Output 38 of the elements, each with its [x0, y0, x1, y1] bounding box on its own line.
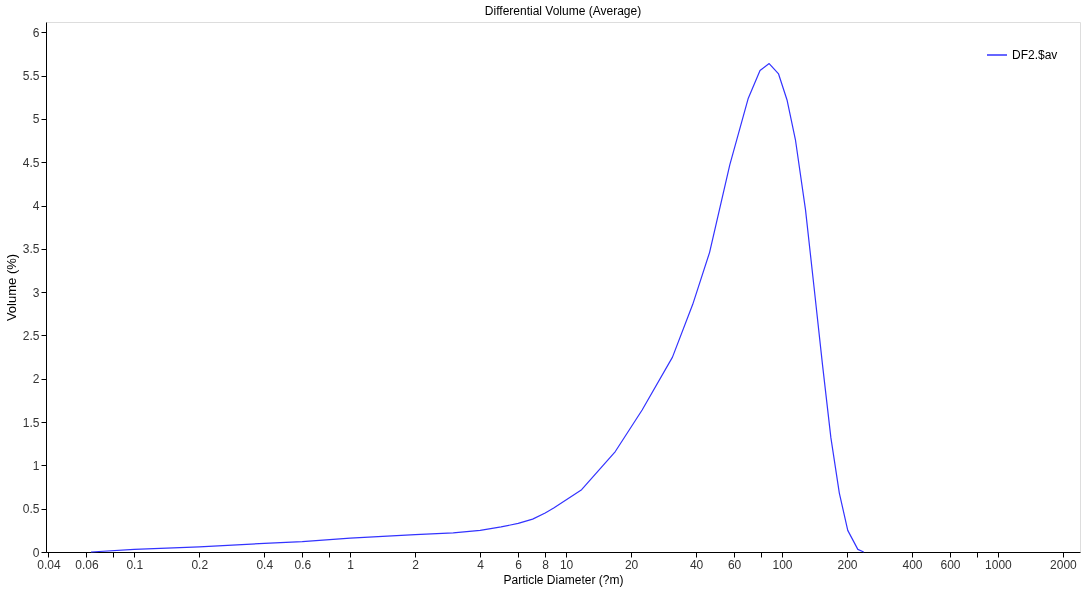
y-tick-label: 4	[32, 199, 40, 214]
x-tick-label: 0.2	[191, 557, 209, 572]
x-tick-label: 600	[940, 557, 961, 572]
x-tick-label: 0.6	[294, 557, 312, 572]
x-tick-label: 40	[689, 557, 704, 572]
y-tick-label: 0.5	[22, 502, 40, 517]
x-tick-label: 20	[624, 557, 639, 572]
x-tick-label: 10	[559, 557, 574, 572]
x-tick-label: 400	[902, 557, 923, 572]
y-tick-label: 6	[32, 25, 40, 40]
x-tick-label: 6	[515, 557, 523, 572]
x-tick-label: 0.04	[37, 557, 61, 572]
x-tick-label: 0.1	[126, 557, 144, 572]
chart-title: Differential Volume (Average)	[484, 4, 642, 18]
x-tick-label: 2	[412, 557, 420, 572]
y-tick-label: 2.5	[22, 329, 40, 343]
x-tick-label: 1	[347, 557, 355, 572]
x-axis-title: Particle Diameter (?m)	[503, 572, 624, 587]
x-tick-label: 8	[542, 557, 550, 572]
y-tick-label: 5	[32, 112, 40, 127]
x-tick-label: 0.06	[75, 557, 99, 572]
y-tick-label: 3	[32, 285, 40, 300]
x-tick-label: 200	[837, 557, 858, 572]
x-tick-label: 100	[772, 557, 793, 572]
x-tick-label: 2000	[1050, 557, 1078, 572]
y-tick-label: 0	[32, 545, 40, 560]
y-tick-label: 3.5	[22, 242, 40, 257]
y-axis-title: Volume (%)	[3, 253, 19, 322]
legend-label: DF2.$av	[1012, 48, 1058, 62]
y-tick-label: 2	[32, 372, 40, 387]
y-tick-label: 1.5	[22, 415, 40, 430]
y-tick-label: 4.5	[22, 155, 40, 170]
x-tick-label: 0.4	[256, 557, 274, 572]
y-tick-label: 5.5	[22, 69, 40, 84]
x-tick-label: 4	[477, 557, 485, 572]
y-tick-label: 1	[32, 458, 40, 473]
x-tick-label: 60	[727, 557, 742, 572]
x-tick-label: 1000	[985, 557, 1013, 572]
